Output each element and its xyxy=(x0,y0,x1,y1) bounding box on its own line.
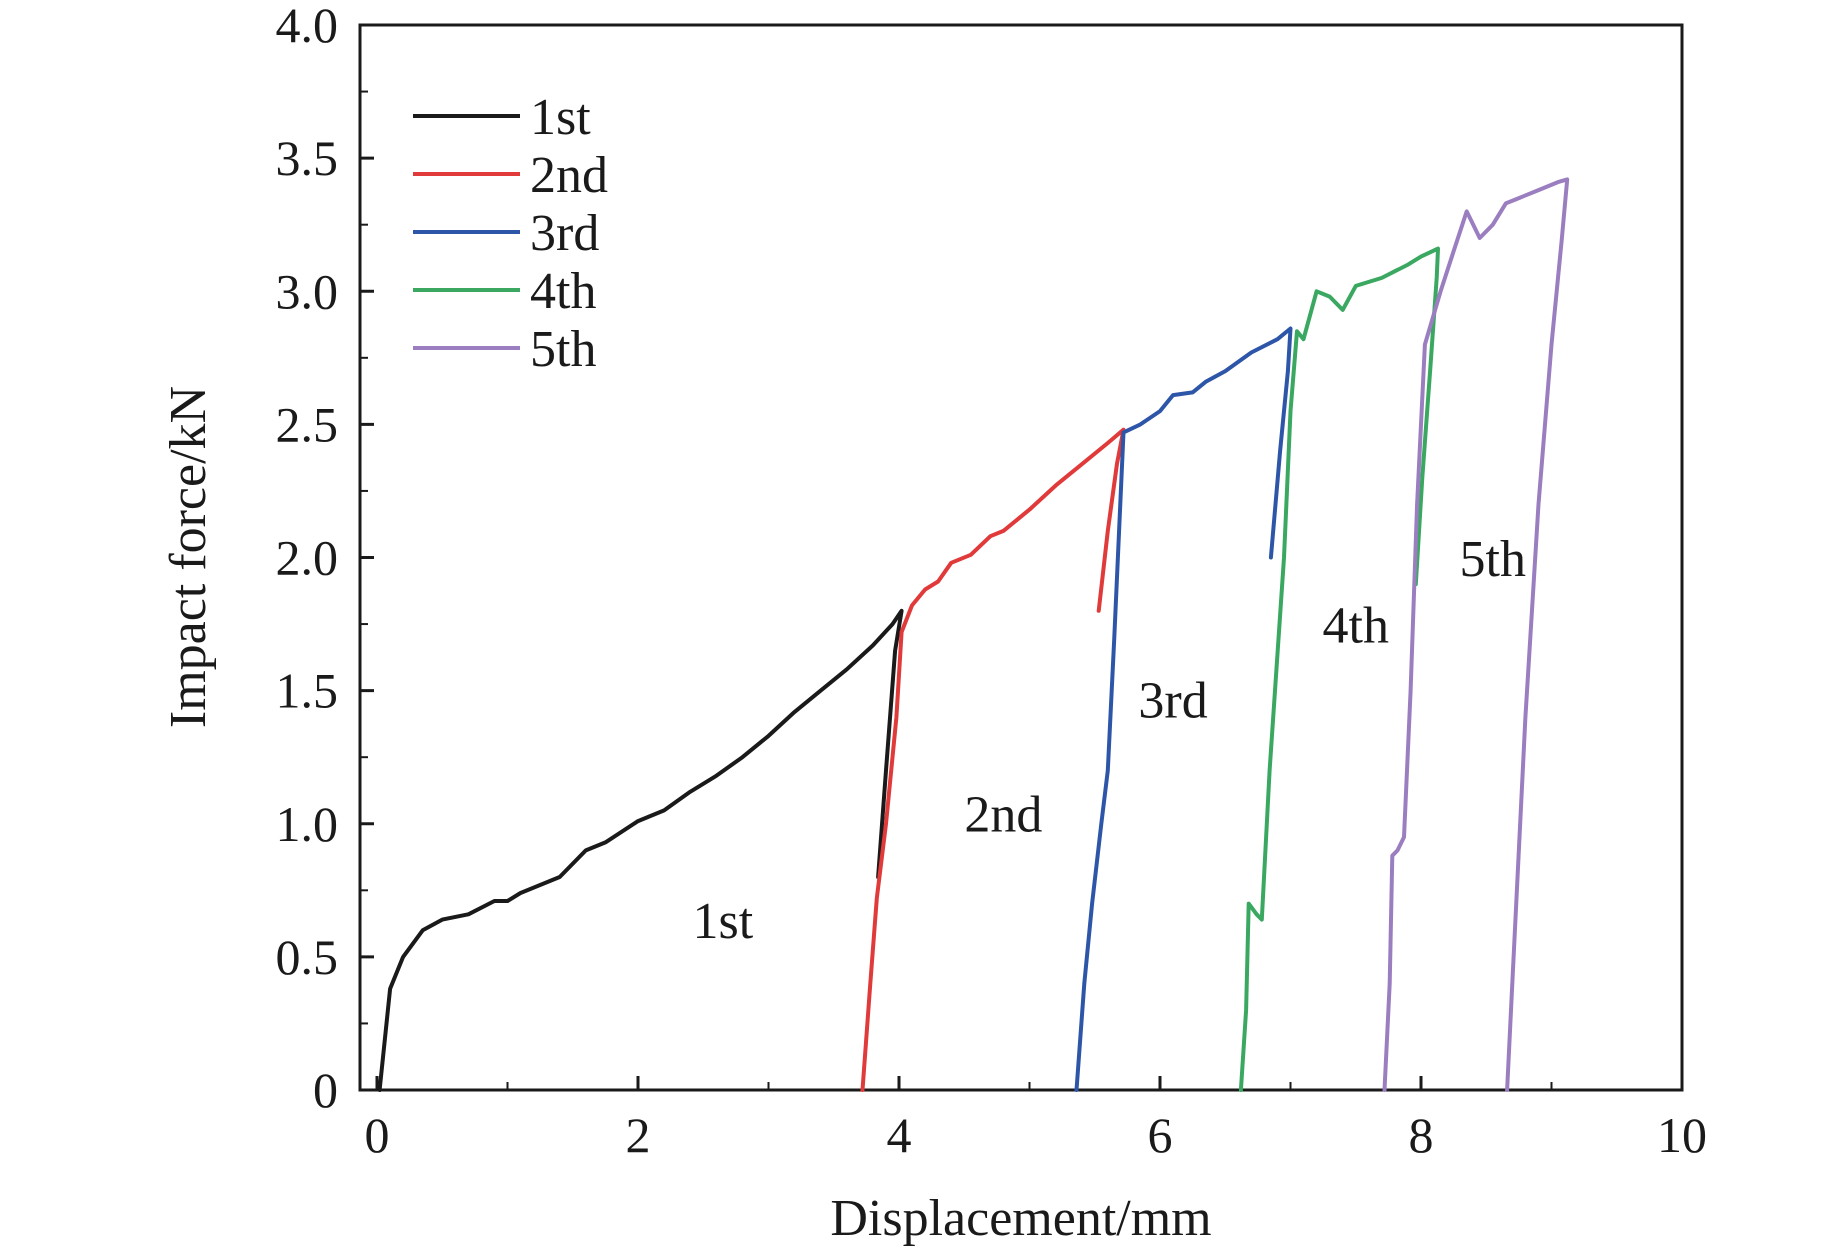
legend-label: 5th xyxy=(530,321,596,378)
y-tick-label: 1.0 xyxy=(276,796,339,852)
y-tick-label: 2.0 xyxy=(276,530,339,586)
x-tick-label: 8 xyxy=(1409,1107,1434,1163)
x-axis-label: Displacement/mm xyxy=(830,1190,1211,1247)
series-annotation: 5th xyxy=(1460,531,1526,588)
y-axis-label: Impact force/kN xyxy=(160,386,217,728)
y-tick-label: 3.5 xyxy=(276,130,339,186)
x-tick-label: 10 xyxy=(1657,1107,1707,1163)
y-tick-label: 2.5 xyxy=(276,396,339,452)
x-axis: 0 2 4 6 8 10 xyxy=(365,1076,1707,1163)
series-annotation: 3rd xyxy=(1138,672,1207,729)
x-tick-label: 4 xyxy=(887,1107,912,1163)
series-annotation: 1st xyxy=(692,893,753,950)
annotations: 1st 2nd 3rd 4th 5th xyxy=(692,531,1526,950)
x-tick-label: 6 xyxy=(1148,1107,1173,1163)
series-annotation: 2nd xyxy=(964,787,1042,844)
y-axis: 0 0.5 1.0 1.5 2.0 2.5 3.0 3.5 4.0 xyxy=(276,0,374,1118)
y-tick-label: 0 xyxy=(313,1062,338,1118)
series-annotation: 4th xyxy=(1323,598,1389,655)
legend-label: 1st xyxy=(530,89,591,146)
series-layer xyxy=(377,177,1570,1092)
x-tick-label: 0 xyxy=(365,1107,390,1163)
legend-label: 4th xyxy=(530,263,596,320)
series-line-5th xyxy=(1382,177,1570,1092)
series-line-4th xyxy=(1238,246,1440,1092)
legend-label: 3rd xyxy=(530,205,599,262)
series-line-2nd xyxy=(860,427,1126,1092)
x-tick-label: 2 xyxy=(626,1107,651,1163)
y-tick-label: 1.5 xyxy=(276,663,339,719)
series-line-3rd xyxy=(1074,326,1293,1092)
y-tick-label: 3.0 xyxy=(276,263,339,319)
y-tick-label: 4.0 xyxy=(276,0,339,53)
legend-label: 2nd xyxy=(530,147,608,204)
series-line-1st xyxy=(377,608,904,1092)
y-tick-label: 0.5 xyxy=(276,929,339,985)
